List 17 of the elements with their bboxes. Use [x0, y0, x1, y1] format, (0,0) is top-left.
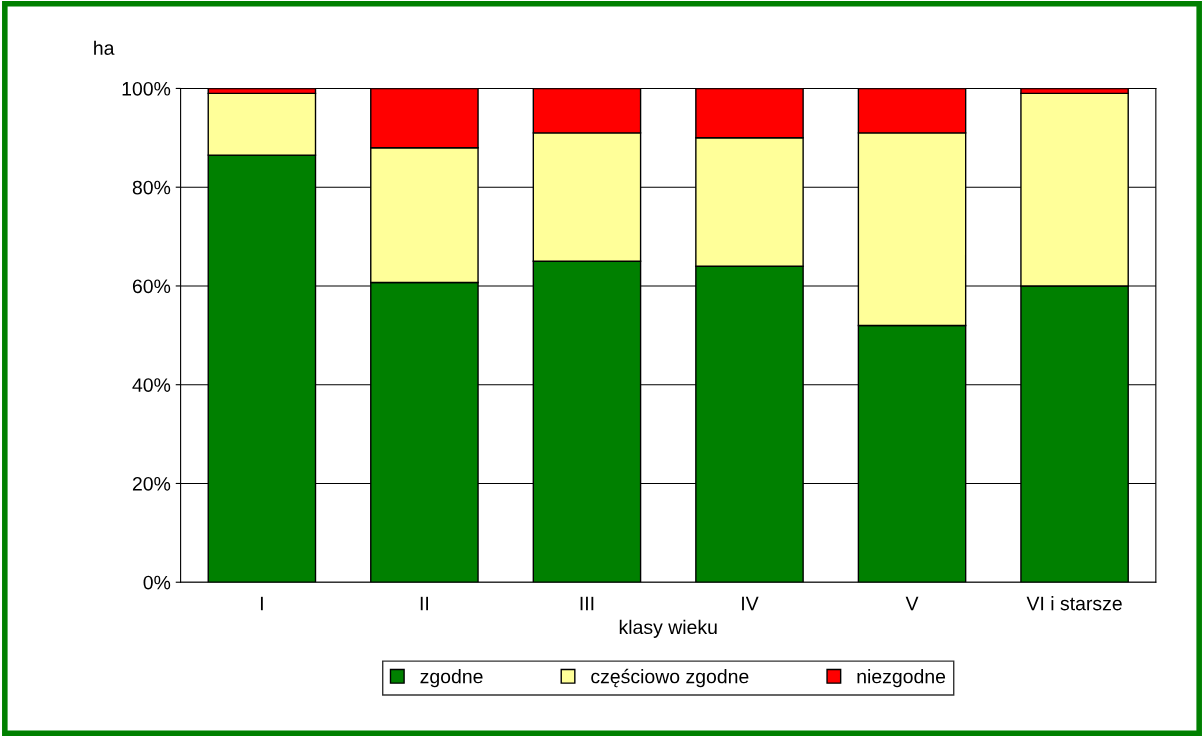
- legend-label: niezgodne: [857, 669, 946, 688]
- y-tick-label: 60%: [132, 279, 171, 294]
- x-axis-title: klasy wieku: [619, 619, 717, 638]
- legend-label: zgodne: [420, 669, 483, 688]
- y-tick-label: 80%: [132, 180, 171, 195]
- y-tick-label: 0%: [143, 575, 171, 590]
- x-tick-label: VI i starsze: [1026, 596, 1122, 611]
- legend-label: częściowo zgodne: [591, 668, 749, 688]
- x-tick-label: V: [905, 596, 919, 611]
- y-axis-title: ha: [94, 40, 115, 55]
- x-tick-label: III: [580, 596, 594, 611]
- y-tick-label: 20%: [132, 476, 171, 491]
- x-tick-label: I: [260, 596, 263, 611]
- x-tick-label: II: [420, 596, 429, 611]
- x-tick-label: IV: [742, 596, 759, 611]
- y-tick-label: 40%: [132, 378, 171, 392]
- y-tick-label: 100%: [122, 81, 171, 96]
